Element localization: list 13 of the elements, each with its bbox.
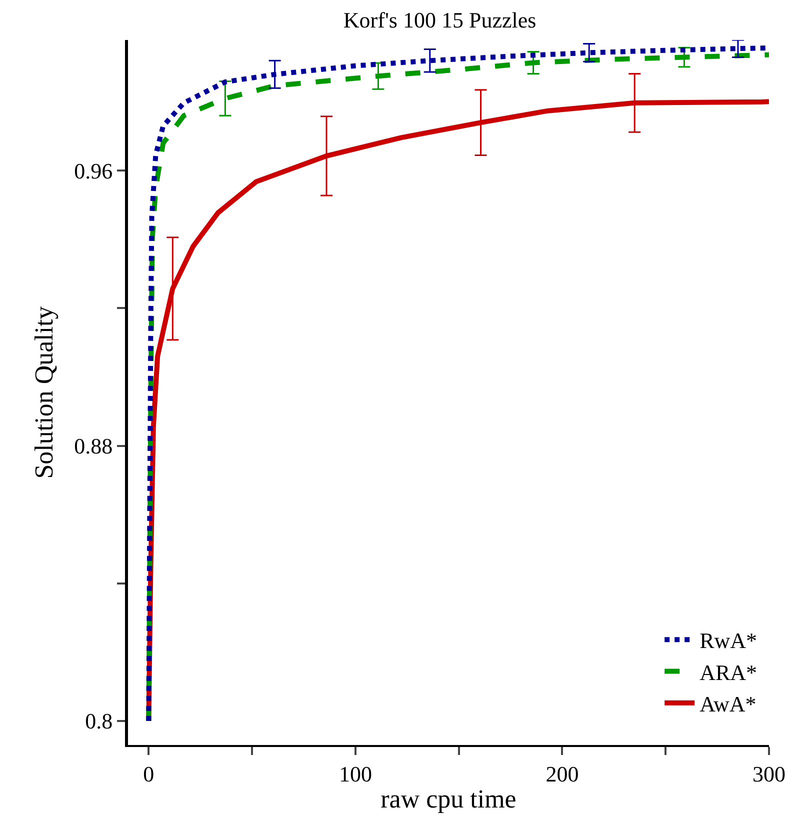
legend-label: RwA* <box>700 628 758 654</box>
chart-title: Korf's 100 15 Puzzles <box>343 8 536 33</box>
x-tick-label: 300 <box>752 761 786 786</box>
x-tick-label: 200 <box>546 761 579 786</box>
legend-label: ARA* <box>700 660 758 685</box>
x-tick-label: 100 <box>338 761 372 786</box>
y-tick-label: 0.96 <box>74 158 113 184</box>
x-axis-title: raw cpu time <box>380 784 516 814</box>
y-tick-label: 0.88 <box>74 434 113 458</box>
x-tick-label: 0 <box>143 761 154 786</box>
legend-label: AwA* <box>700 691 756 716</box>
y-axis-title: Solution Quality <box>30 306 58 479</box>
y-tick-label: 0.8 <box>85 708 113 734</box>
